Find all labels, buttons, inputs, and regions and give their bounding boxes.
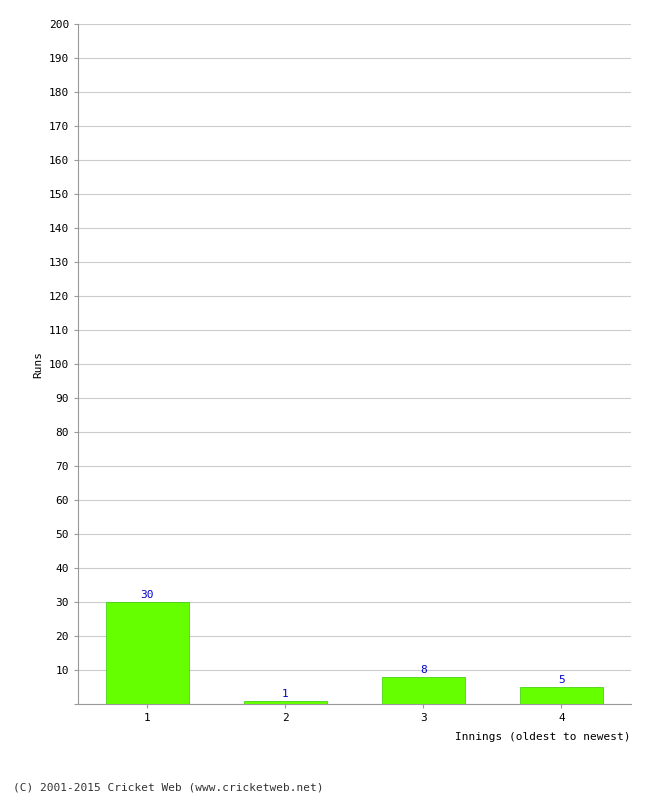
Text: 30: 30: [140, 590, 154, 600]
Bar: [105, 602, 188, 704]
Text: 1: 1: [282, 689, 289, 699]
Bar: [244, 701, 326, 704]
Text: Innings (oldest to newest): Innings (oldest to newest): [455, 732, 630, 742]
Text: 5: 5: [558, 675, 565, 686]
Text: (C) 2001-2015 Cricket Web (www.cricketweb.net): (C) 2001-2015 Cricket Web (www.cricketwe…: [13, 782, 324, 792]
Bar: [382, 677, 465, 704]
Bar: [520, 687, 603, 704]
Text: 8: 8: [420, 665, 426, 675]
Y-axis label: Runs: Runs: [33, 350, 43, 378]
